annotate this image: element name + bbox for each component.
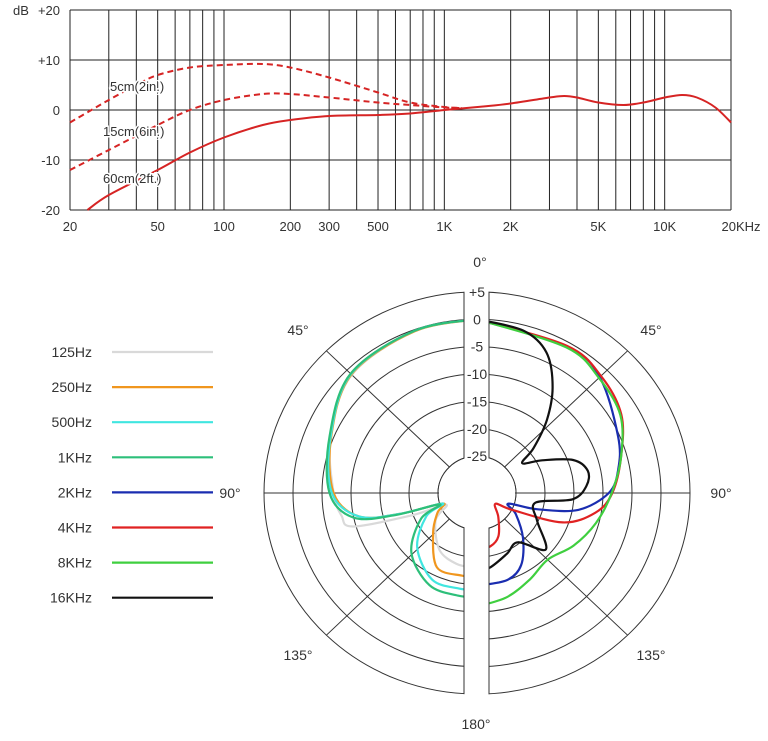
r-tick-label: -20 — [467, 421, 487, 437]
legend-label: 8KHz — [58, 555, 92, 571]
x-tick-label: 200 — [279, 219, 301, 234]
polar-curve-125hz — [328, 318, 478, 570]
legend-label: 16KHz — [50, 590, 92, 606]
x-tick-label: 500 — [367, 219, 389, 234]
r-tick-label: -15 — [467, 393, 487, 409]
legend-label: 1KHz — [58, 449, 92, 465]
polar-slot — [464, 283, 489, 707]
polar-spoke-45 — [504, 350, 628, 468]
x-tick-label: 20KHz — [721, 219, 760, 234]
y-tick-label: 0 — [53, 103, 60, 118]
y-tick-label: -20 — [41, 203, 60, 218]
r-tick-label: 0 — [473, 311, 481, 327]
polar-curve-4khz — [476, 318, 625, 551]
angle-label-top: 0° — [473, 254, 486, 270]
polar-spoke-45 — [326, 350, 450, 468]
polar-legend: 125Hz 250Hz 500Hz 1KHz 2KHz 4KHz 8KHz 16KHz — [50, 344, 213, 606]
curve-label: 60cm(2ft.) — [103, 171, 162, 186]
curve-label: 5cm(2in.) — [110, 79, 164, 94]
y-tick-label: +10 — [38, 53, 60, 68]
polar-pattern-chart: +5 0 -5 -10 -15 -20 -25 0° 45° 45° 90° 90° 135° 135° 1… — [219, 254, 731, 732]
polar-curve-1khz — [325, 318, 478, 599]
angle-label-right90: 90° — [710, 485, 731, 501]
angle-label-right135: 135° — [637, 647, 666, 663]
legend-label: 500Hz — [52, 414, 92, 430]
polar-curve-16khz — [476, 318, 591, 571]
polar-spoke-135 — [504, 518, 628, 636]
polar-curve-500hz — [327, 318, 478, 592]
r-tick-label: +5 — [469, 284, 485, 300]
x-tick-label: 300 — [318, 219, 340, 234]
x-tick-label: 50 — [150, 219, 164, 234]
x-tick-label: 100 — [213, 219, 235, 234]
polar-curve-250hz — [328, 318, 478, 578]
legend-label: 4KHz — [58, 520, 92, 536]
angle-label-right45: 45° — [640, 322, 661, 338]
x-tick-label: 2K — [503, 219, 519, 234]
angle-label-bottom: 180° — [462, 716, 491, 732]
legend-label: 250Hz — [52, 379, 92, 395]
x-tick-label: 10K — [653, 219, 676, 234]
legend-label: 2KHz — [58, 484, 92, 500]
angle-label-left135: 135° — [284, 647, 313, 663]
frequency-response-chart: +20 +10 0 -10 -20 dB 20 50 100 200 300 500 1K 2K 5K 10K… — [13, 3, 761, 234]
response-curve-2 — [86, 93, 732, 211]
x-tick-label: 5K — [590, 219, 606, 234]
x-tick-label: 20 — [63, 219, 77, 234]
y-axis-label: dB — [13, 3, 29, 18]
polar-spoke-135 — [326, 518, 450, 636]
polar-curve-2khz — [476, 318, 622, 587]
curve-label: 15cm(6in.) — [103, 124, 164, 139]
r-tick-label: -25 — [467, 448, 487, 464]
angle-label-left45: 45° — [287, 322, 308, 338]
response-curve-1 — [69, 92, 462, 171]
r-tick-label: -5 — [471, 339, 484, 355]
angle-label-left90: 90° — [219, 485, 240, 501]
y-tick-label: +20 — [38, 3, 60, 18]
r-tick-label: -10 — [467, 366, 487, 382]
polar-curve-8khz — [476, 318, 624, 608]
legend-label: 125Hz — [52, 344, 92, 360]
y-tick-label: -10 — [41, 153, 60, 168]
x-tick-label: 1K — [436, 219, 452, 234]
